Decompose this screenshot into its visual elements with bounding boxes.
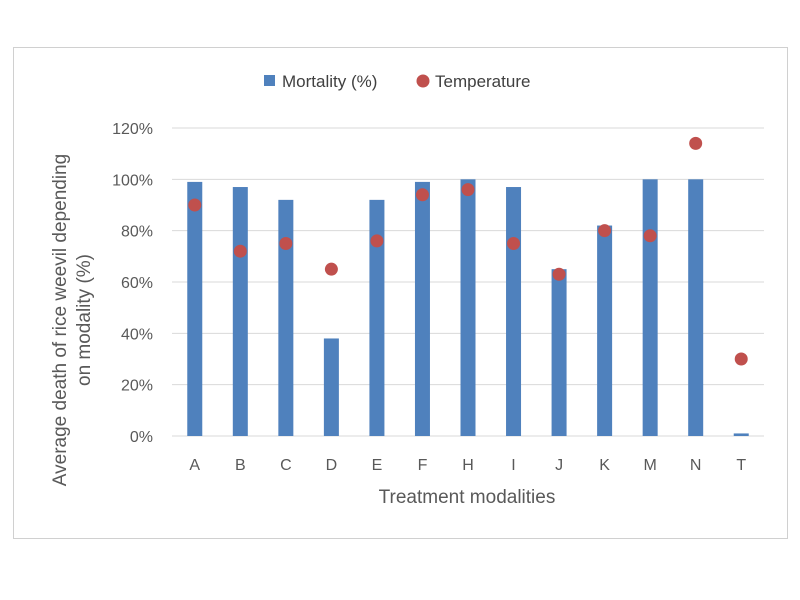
point-F [415, 188, 429, 202]
x-tick-label: N [690, 457, 702, 474]
y-tick-label: 0% [130, 429, 153, 446]
bar-N [688, 179, 704, 437]
y-axis-ticks: 0% 20% 40% 60% 80% 100% 120% [112, 121, 153, 446]
bar-H [460, 179, 476, 437]
point-H [461, 183, 475, 197]
y-tick-label: 40% [121, 326, 153, 343]
y-tick-label: 80% [121, 224, 153, 241]
x-tick-label: F [418, 457, 428, 474]
point-J [552, 267, 566, 281]
x-tick-label: B [235, 457, 246, 474]
x-tick-label: H [462, 457, 474, 474]
bar-C [278, 199, 294, 436]
x-axis-title: Treatment modalities [379, 487, 556, 508]
x-tick-label: E [372, 457, 383, 474]
bar-E [369, 199, 385, 436]
bar-K [597, 225, 613, 436]
x-tick-label: D [326, 457, 338, 474]
x-tick-label: K [599, 457, 610, 474]
x-tick-label: I [511, 457, 515, 474]
y-axis-title-line-2: on modality (%) [74, 254, 95, 386]
legend-swatch-mortality [264, 75, 275, 86]
point-E [370, 234, 384, 248]
point-M [643, 229, 657, 243]
point-A [188, 198, 202, 212]
chart-frame [13, 47, 788, 539]
x-tick-label: M [643, 457, 656, 474]
bar-T [733, 433, 749, 436]
x-tick-label: A [189, 457, 200, 474]
mortality-bars [187, 179, 749, 437]
point-B [233, 244, 247, 258]
y-tick-label: 20% [121, 378, 153, 395]
bar-F [414, 181, 430, 436]
bar-A [187, 181, 203, 436]
y-tick-label: 120% [112, 121, 153, 138]
x-tick-label: J [555, 457, 563, 474]
point-D [324, 262, 338, 276]
y-tick-label: 60% [121, 275, 153, 292]
bar-I [506, 187, 522, 436]
legend-swatch-temperature [416, 74, 430, 88]
point-T [734, 352, 748, 366]
point-I [507, 237, 521, 250]
point-C [279, 237, 293, 250]
bar-B [232, 187, 248, 436]
bar-D [323, 338, 339, 436]
x-tick-label: T [736, 457, 746, 474]
bar-J [551, 269, 567, 436]
point-N [689, 136, 703, 150]
legend: Mortality (%) Temperature [264, 72, 530, 91]
legend-label-mortality: Mortality (%) [282, 72, 377, 91]
point-K [598, 224, 612, 238]
x-tick-label: C [280, 457, 292, 474]
legend-label-temperature: Temperature [435, 72, 530, 91]
y-tick-label: 100% [112, 172, 153, 189]
y-axis-title: Average death of rice weevil depending o… [50, 154, 95, 486]
y-axis-title-line-1: Average death of rice weevil depending [50, 154, 71, 486]
bar-M [642, 179, 658, 437]
temperature-points [188, 136, 748, 366]
